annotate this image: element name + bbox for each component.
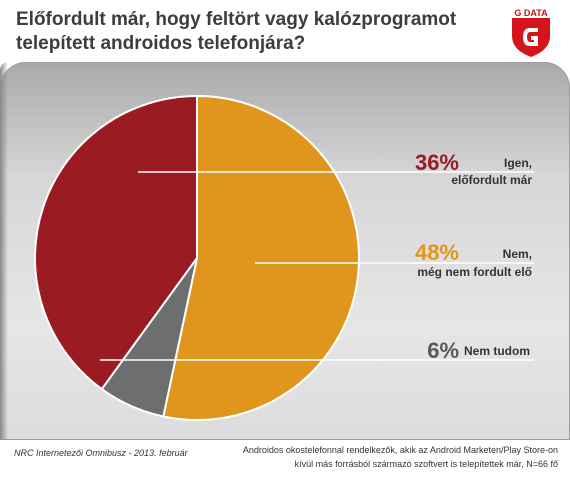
legend-label-igen: Igen,	[504, 156, 532, 170]
footer-note: Androidos okostelefonnal rendelkezők, ak…	[198, 443, 558, 471]
chart-title-line1: Előfordult már, hogy feltört vagy kalózp…	[16, 9, 457, 30]
legend-sublabel-nem: még nem fordult elő	[417, 265, 532, 279]
legend-label-nem: Nem,	[503, 247, 532, 261]
footer-note-line1: Androidos okostelefonnal rendelkezők, ak…	[242, 445, 558, 455]
footer-source: NRC Internetezői Omnibusz - 2013. februá…	[14, 448, 188, 458]
legend-label-nem-tudom: Nem tudom	[464, 344, 530, 358]
chart-title-line2: telepített androidos telefonjára?	[16, 33, 306, 54]
data-label-pct-igen: 36%	[415, 150, 459, 175]
g-data-logo-text: G DATA	[514, 8, 548, 18]
pie-slice-igen	[34, 94, 198, 391]
footer-note-line2: kívül más forrásból származó szoftvert i…	[294, 459, 558, 469]
pie-slice-nem	[162, 94, 360, 421]
chart-title: Előfordult már, hogy feltört vagy kalózp…	[16, 8, 476, 56]
panel-edge-shadow	[0, 62, 8, 440]
data-label-pct-nem: 48%	[415, 240, 459, 265]
legend-sublabel-igen: előfordult már	[451, 173, 532, 187]
g-data-logo: G DATA	[510, 8, 552, 57]
data-label-pct-nem-tudom: 6%	[427, 338, 459, 363]
